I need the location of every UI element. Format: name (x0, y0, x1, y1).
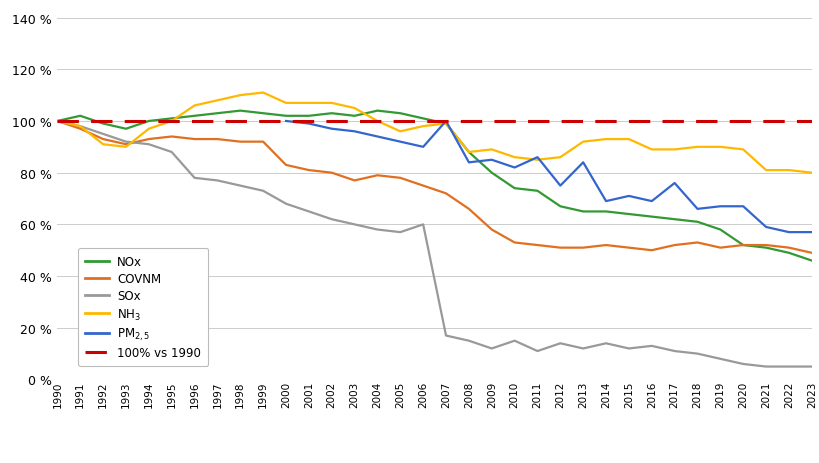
Legend: NOx, COVNM, SOx, NH$_3$, PM$_{2,5}$, 100% vs 1990: NOx, COVNM, SOx, NH$_3$, PM$_{2,5}$, 100… (79, 249, 208, 367)
